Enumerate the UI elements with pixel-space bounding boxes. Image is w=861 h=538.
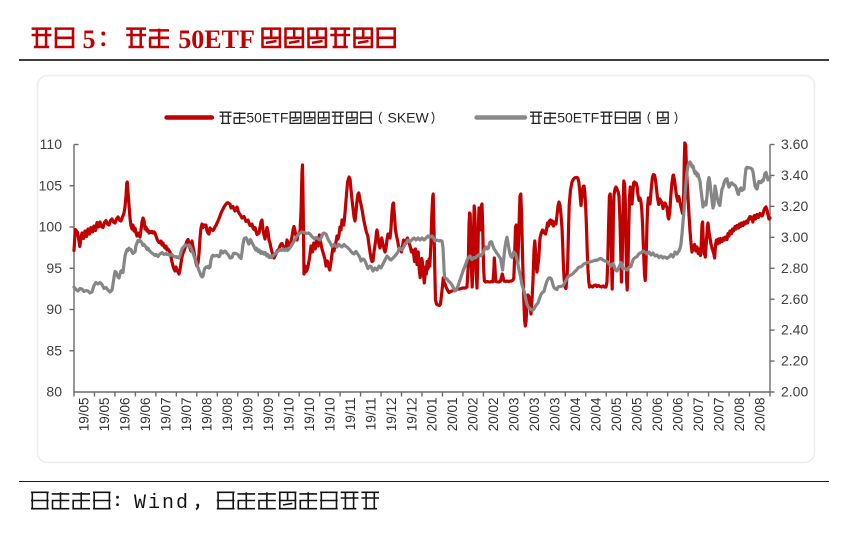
svg-text:19/05: 19/05 (77, 398, 92, 432)
svg-text:2.20: 2.20 (781, 353, 808, 369)
svg-text:19/07: 19/07 (179, 398, 194, 432)
svg-text:20/04: 20/04 (589, 397, 604, 431)
svg-text:Wind: Wind (134, 492, 190, 515)
svg-text:3.40: 3.40 (781, 167, 808, 183)
svg-text:19/08: 19/08 (220, 398, 235, 432)
svg-text:19/09: 19/09 (261, 398, 276, 432)
svg-text:19/07: 19/07 (159, 398, 174, 432)
svg-text:3.60: 3.60 (781, 136, 808, 152)
svg-text:20/04: 20/04 (568, 397, 583, 431)
svg-text:19/06: 19/06 (118, 398, 133, 432)
svg-text:19/12: 19/12 (384, 398, 399, 432)
svg-text:19/10: 19/10 (281, 398, 296, 432)
svg-text:50ETF: 50ETF (178, 25, 255, 54)
svg-text:20/06: 20/06 (670, 398, 685, 432)
svg-text:20/02: 20/02 (486, 398, 501, 432)
svg-text:95: 95 (46, 260, 62, 276)
svg-text:85: 85 (46, 342, 62, 358)
svg-text:20/01: 20/01 (425, 398, 440, 432)
svg-text:20/03: 20/03 (548, 398, 563, 432)
svg-text:19/10: 19/10 (302, 398, 317, 432)
svg-text:20/03: 20/03 (507, 398, 522, 432)
svg-text:19/11: 19/11 (343, 398, 358, 431)
svg-text:19/08: 19/08 (200, 398, 215, 432)
svg-text:20/08: 20/08 (732, 398, 747, 432)
svg-text:19/05: 19/05 (97, 398, 112, 432)
svg-text:19/06: 19/06 (138, 398, 153, 432)
svg-text:20/01: 20/01 (445, 398, 460, 432)
svg-text:20/05: 20/05 (629, 398, 644, 432)
svg-text:50ETF: 50ETF (557, 110, 599, 126)
svg-text:2.60: 2.60 (781, 291, 808, 307)
svg-text:20/03: 20/03 (527, 398, 542, 432)
svg-text:5: 5 (83, 25, 96, 54)
svg-text:20/05: 20/05 (609, 398, 624, 432)
svg-text:20/08: 20/08 (752, 398, 767, 432)
svg-text:3.00: 3.00 (781, 229, 808, 245)
svg-text:2.40: 2.40 (781, 322, 808, 338)
svg-text:20/02: 20/02 (466, 398, 481, 432)
svg-text:2.00: 2.00 (781, 384, 808, 400)
svg-text:3.20: 3.20 (781, 198, 808, 214)
svg-text:19/09: 19/09 (241, 398, 256, 432)
svg-text:100: 100 (39, 219, 63, 235)
svg-text:19/11: 19/11 (363, 398, 378, 431)
svg-text:19/12: 19/12 (404, 398, 419, 432)
svg-text:90: 90 (46, 301, 62, 317)
svg-text:50ETF: 50ETF (246, 110, 288, 126)
svg-text:110: 110 (40, 136, 63, 152)
svg-text:20/07: 20/07 (711, 398, 726, 432)
svg-text:105: 105 (39, 177, 63, 193)
svg-text:20/06: 20/06 (650, 398, 665, 432)
svg-text:2.80: 2.80 (781, 260, 808, 276)
svg-text:80: 80 (46, 384, 62, 400)
svg-text:19/10: 19/10 (322, 398, 337, 432)
svg-text:SKEW: SKEW (388, 110, 430, 126)
svg-text:20/07: 20/07 (691, 398, 706, 432)
